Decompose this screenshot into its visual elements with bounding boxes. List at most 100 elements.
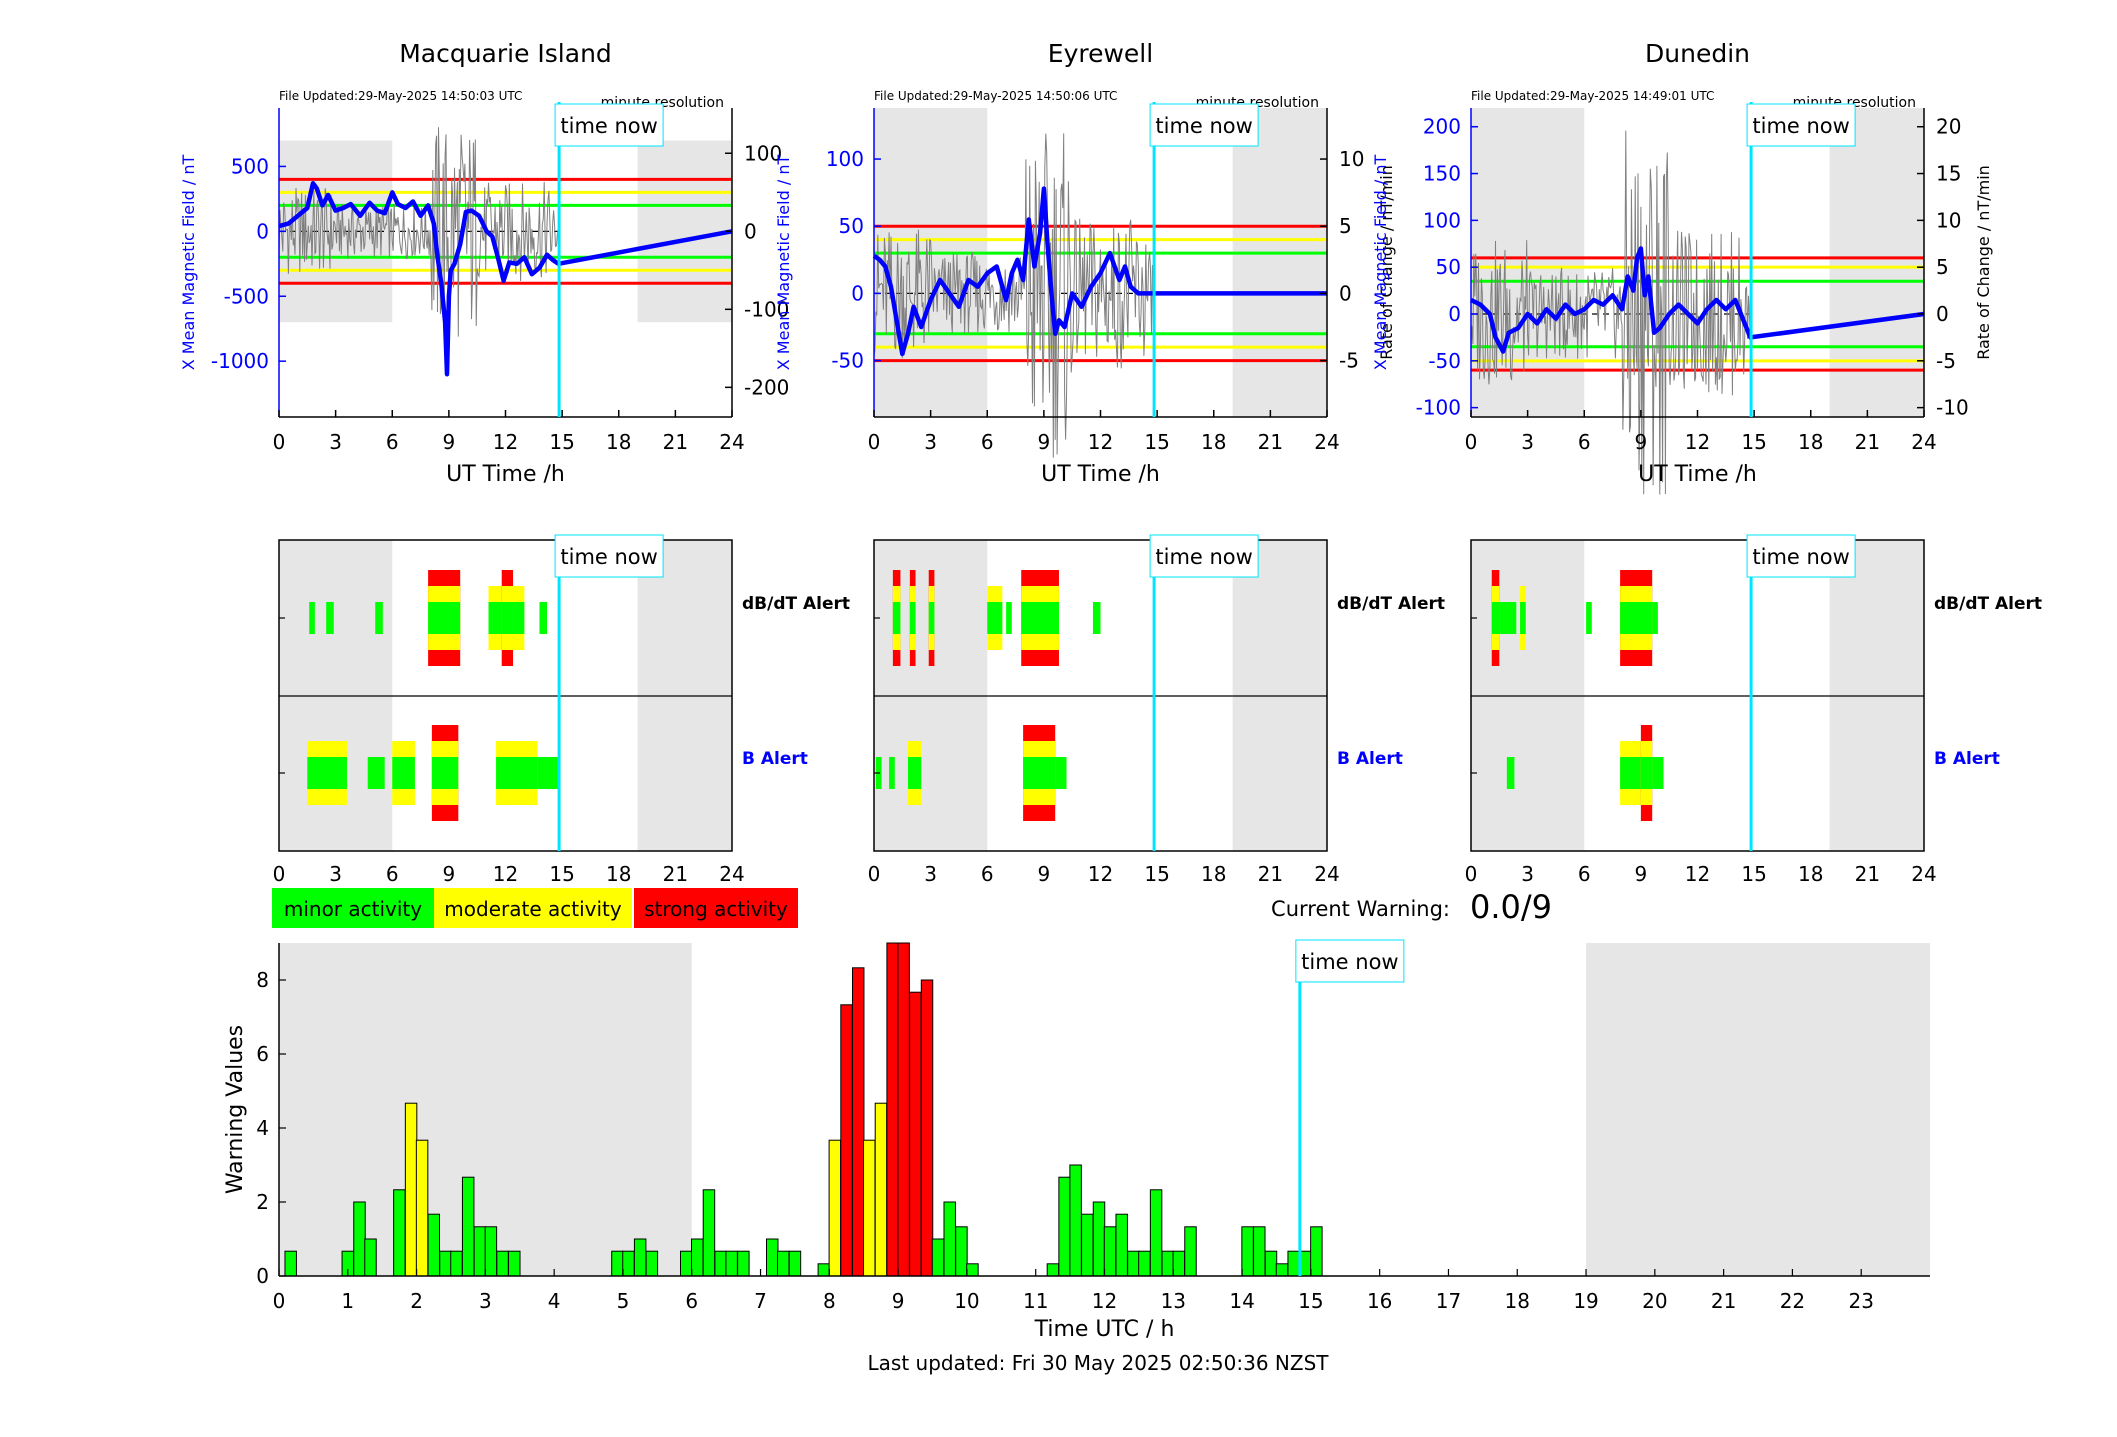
x-tick-label: 0 <box>1465 430 1478 454</box>
left-tick-label: -50 <box>831 349 864 373</box>
bar-x-tick-label: 20 <box>1642 1289 1667 1313</box>
night-shade <box>1586 943 1930 1276</box>
warning-bar <box>1081 1213 1094 1277</box>
right-tick-label: 5 <box>1339 214 1352 238</box>
warning-bar <box>645 1250 659 1277</box>
field-trace <box>872 186 1327 357</box>
bar-y-tick-label: 8 <box>256 968 269 992</box>
left-axis-label: X Mean Magnetic Field / nT <box>1371 155 1390 371</box>
warning-bar <box>1287 1250 1300 1277</box>
warning-bar <box>1275 1263 1289 1277</box>
alert-panel-0: dB/dT Alert B Alert time now 0 3 6 9 12 15 18 21 24 <box>273 534 850 886</box>
warning-bar <box>840 1004 853 1277</box>
x-tick-label: 24 <box>1314 430 1339 454</box>
right-tick-label: 10 <box>1339 147 1364 171</box>
alert-minor <box>1092 602 1101 634</box>
bar-x-tick-label: 8 <box>823 1289 836 1313</box>
alert-minor <box>1506 757 1515 789</box>
file-updated-text: File Updated:29-May-2025 14:49:01 UTC <box>1471 89 1714 103</box>
alert-x-tick-label: 3 <box>1521 862 1534 886</box>
bar-x-tick-label: 11 <box>1023 1289 1048 1313</box>
left-tick-label: 0 <box>851 281 864 305</box>
time-now-box <box>1149 103 1259 147</box>
bar-y-tick-label: 6 <box>256 1042 269 1066</box>
time-now-box <box>1746 103 1856 147</box>
right-tick-label: 100 <box>744 141 782 165</box>
right-tick-label: 10 <box>1936 208 1961 232</box>
alert-minor <box>987 602 1003 634</box>
b-alert-label: B Alert <box>1934 749 2000 769</box>
warning-bar <box>484 1226 498 1277</box>
x-tick-label: 3 <box>329 430 342 454</box>
left-tick-label: -500 <box>224 284 269 308</box>
warning-bar <box>777 1250 790 1277</box>
night-shade <box>874 108 988 417</box>
right-axis-label: Rate of Change / nT/min <box>1974 165 1993 360</box>
time-now-box <box>1149 534 1259 578</box>
alert-minor <box>1021 602 1059 634</box>
alert-x-tick-label: 0 <box>1465 862 1478 886</box>
legend-label-strong: strong activity <box>644 897 788 921</box>
alert-x-tick-label: 9 <box>1635 862 1648 886</box>
dbdt-alert-label: dB/dT Alert <box>1337 594 1445 614</box>
warning-bar <box>874 1102 888 1277</box>
alert-minor <box>539 602 548 634</box>
bar-y-tick-label: 2 <box>256 1190 269 1214</box>
alert-minor <box>1640 757 1653 789</box>
b-alert-label: B Alert <box>742 749 808 769</box>
warning-bar <box>496 1250 509 1277</box>
legend-label-moderate: moderate activity <box>444 897 622 921</box>
alert-panel-2: dB/dT Alert B Alert time now 0 3 6 9 12 15 18 21 24 <box>1465 534 2042 886</box>
bar-x-tick-label: 15 <box>1298 1289 1323 1313</box>
last-updated-text: Last updated: Fri 30 May 2025 02:50:36 N… <box>868 1351 1330 1375</box>
left-axis-label: X Mean Magnetic Field / nT <box>179 155 198 371</box>
bar-x-tick-label: 0 <box>273 1289 286 1313</box>
warning-bar <box>461 1176 475 1277</box>
alert-minor <box>889 757 895 789</box>
time-now-box <box>1746 534 1856 578</box>
x-tick-label: 6 <box>981 430 994 454</box>
legend-label-minor: minor activity <box>284 897 422 921</box>
alert-x-tick-label: 9 <box>1038 862 1051 886</box>
bar-x-tick-label: 12 <box>1092 1289 1117 1313</box>
warning-bar <box>788 1250 802 1277</box>
warning-bar <box>508 1250 521 1277</box>
time-now-label: time now <box>560 545 657 569</box>
alert-x-tick-label: 6 <box>981 862 994 886</box>
legend-swatch-minor <box>272 888 434 928</box>
right-tick-label: -200 <box>744 375 789 399</box>
x-tick-label: 0 <box>868 430 881 454</box>
warning-bar <box>1172 1250 1186 1277</box>
x-tick-label: 24 <box>719 430 744 454</box>
warning-bar <box>393 1189 406 1277</box>
bar-x-tick-label: 7 <box>754 1289 767 1313</box>
x-tick-label: 21 <box>1258 430 1283 454</box>
bar-x-tick-label: 2 <box>410 1289 423 1313</box>
night-shade <box>637 140 732 323</box>
warning-bar <box>611 1250 624 1277</box>
alert-minor <box>501 602 514 634</box>
rate-of-change-trace <box>278 127 559 337</box>
alert-x-tick-label: 15 <box>1144 862 1169 886</box>
warning-bar <box>439 1250 452 1277</box>
station-title: Macquarie Island <box>399 39 612 68</box>
left-tick-label: 200 <box>1423 115 1461 139</box>
warning-bar <box>1184 1226 1197 1277</box>
x-axis-label: UT Time /h <box>446 462 565 487</box>
alert-x-tick-label: 18 <box>1798 862 1823 886</box>
alert-x-tick-label: 21 <box>1855 862 1880 886</box>
warning-bar <box>737 1250 750 1277</box>
alert-minor <box>367 757 385 789</box>
warning-bar <box>450 1250 463 1277</box>
alert-minor <box>488 602 502 634</box>
warning-bar <box>931 1238 945 1277</box>
bar-x-tick-label: 6 <box>685 1289 698 1313</box>
x-tick-label: 0 <box>273 430 286 454</box>
alert-x-tick-label: 12 <box>1088 862 1113 886</box>
alert-minor <box>907 757 922 789</box>
x-tick-label: 6 <box>386 430 399 454</box>
time-now-label: time now <box>1155 545 1252 569</box>
left-tick-label: -100 <box>1416 396 1461 420</box>
